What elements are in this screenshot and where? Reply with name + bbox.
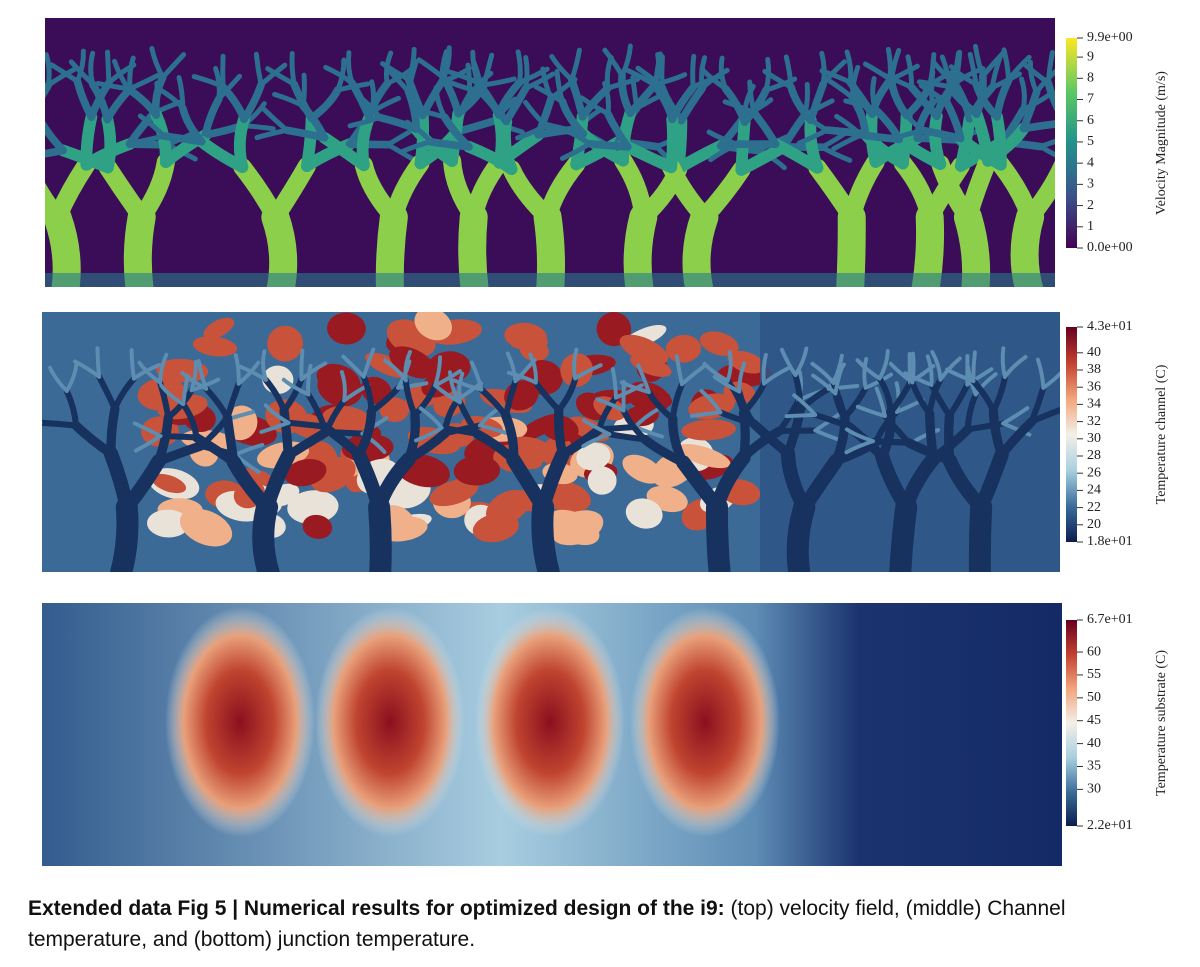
colorbar-tick-label: 5 [1087,134,1094,149]
colorbar-tick-label: 4 [1087,155,1094,170]
colorbar-tick-label: 22 [1087,500,1101,515]
colorbar-tick-label: 2 [1087,198,1094,213]
colorbar-tick-label: 24 [1087,483,1101,498]
colorbar-tick-label: 9.9e+00 [1087,30,1133,45]
colorbar-tick-label: 30 [1087,431,1101,446]
colorbar-tick-label: 1.8e+01 [1087,534,1133,549]
colorbar-tick-label: 30 [1087,782,1101,797]
caption: Extended data Fig 5 | Numerical results … [28,893,1168,955]
colorbar-tick-label: 7 [1087,92,1094,107]
colorbar [1066,38,1077,248]
field [45,18,1055,287]
colorbar [1066,327,1077,542]
field [42,312,1060,572]
colorbar-tick-label: 60 [1087,644,1101,659]
colorbar-tick-label: 6 [1087,113,1094,128]
colorbar-tick-label: 26 [1087,465,1101,480]
colorbar-tick-label: 6.7e+01 [1087,612,1133,627]
colorbar-tick-label: 50 [1087,690,1101,705]
caption-text: (top) velocity field, (middle) Channel t… [28,897,1066,951]
colorbar-tick-label: 32 [1087,414,1101,429]
colorbar-tick-label: 8 [1087,71,1094,86]
colorbar-tick-label: 20 [1087,517,1101,532]
caption-bold: Extended data Fig 5 | Numerical results … [28,897,725,920]
colorbar-tick-label: 2.2e+01 [1087,818,1133,833]
colorbar-tick-label: 45 [1087,713,1101,728]
colorbar-label: Velocity Magnitude (m/s) [1154,71,1169,215]
colorbar-tick-label: 3 [1087,177,1094,192]
colorbar-tick-label: 34 [1087,397,1101,412]
colorbar-tick-label: 40 [1087,736,1101,751]
colorbar-tick-label: 4.3e+01 [1087,319,1133,334]
colorbar-tick-label: 1 [1087,219,1094,234]
colorbar-tick-label: 40 [1087,345,1101,360]
field [42,603,1062,866]
colorbar-label: Temperature substrate (C) [1154,650,1169,796]
colorbar-tick-label: 0.0e+00 [1087,240,1133,255]
colorbar-label: Temperature channel (C) [1154,364,1169,504]
colorbar-tick-label: 9 [1087,49,1094,64]
colorbar-tick-label: 38 [1087,362,1101,377]
colorbar-tick-label: 55 [1087,667,1101,682]
colorbar-tick-label: 36 [1087,379,1101,394]
colorbar [1066,620,1077,826]
colorbar-tick-label: 35 [1087,759,1101,774]
colorbar-tick-label: 28 [1087,448,1101,463]
